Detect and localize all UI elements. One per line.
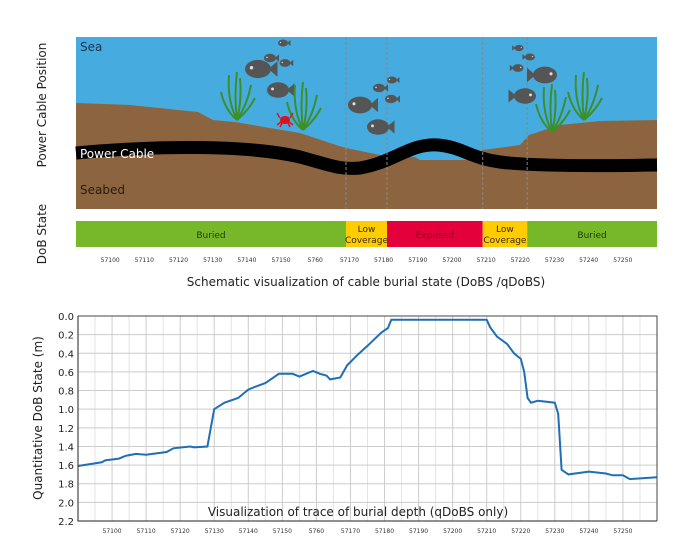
chart-y-label: Quantitative DoB State (m): [31, 336, 45, 500]
schematic-tick-label: 57210: [477, 257, 496, 264]
schematic-tick-label: 57220: [511, 257, 530, 264]
x-tick-label: 57190: [409, 528, 428, 535]
x-tick-label: 57250: [613, 528, 632, 535]
x-tick-label: 57100: [103, 528, 122, 535]
state-label: Low Coverage: [483, 225, 527, 246]
seaweed-icon: [567, 71, 603, 121]
state-segment: [482, 221, 528, 247]
power-cable: [75, 138, 658, 175]
fish-icon: [278, 39, 291, 47]
state-segment: [76, 221, 346, 247]
dob-state-bar: Buried Low Coverage Exposed Low Coverage Burie…: [76, 221, 657, 247]
fish-icon: [527, 66, 557, 84]
fish-icon: [512, 44, 524, 52]
y-tick-label: 1.6: [58, 461, 74, 472]
depth-trace-chart: 57100 57110 57120 57130 57140 57150 5760 57170 5…: [31, 312, 658, 535]
fish-icon: [385, 94, 400, 104]
depth-trace-line: [77, 318, 658, 481]
seaweed-icon: [220, 71, 256, 121]
schematic-tick-label: 57120: [169, 257, 188, 264]
y-tick-label: 1.4: [58, 442, 74, 453]
fish-icon: [367, 119, 395, 135]
x-tick-label: 57180: [375, 528, 394, 535]
chart-x-ticks: 57100 57110 57120 57130 57140 57150 5760 57170 5…: [103, 528, 633, 535]
y-tick-label: 2.2: [58, 517, 74, 528]
seabed-label: Seabed: [80, 183, 125, 197]
x-tick-label: 57120: [171, 528, 190, 535]
x-tick-label: 57140: [239, 528, 258, 535]
schematic-x-ticks: 57100 57110 57120 57130 57140 57150 5760 57170 5…: [101, 257, 633, 264]
fish-icon: [279, 59, 294, 67]
schematic-tick-label: 57180: [374, 257, 393, 264]
y-tick-label: 1.0: [58, 405, 74, 416]
seabed-area: [76, 103, 657, 209]
state-label: Exposed: [416, 231, 454, 241]
x-tick-label: 57150: [273, 528, 292, 535]
chart-axes: [77, 316, 657, 522]
schematic-tick-label: 57110: [135, 257, 154, 264]
x-tick-label: 57210: [477, 528, 496, 535]
schematic-tick-label: 57150: [272, 257, 291, 264]
y-tick-label: 0.2: [58, 331, 74, 342]
seaweed-icon: [286, 81, 322, 131]
fish-icon: [267, 82, 295, 98]
fish-icon: [348, 96, 378, 114]
y-tick-label: 0.6: [58, 368, 74, 379]
fish-icon: [509, 64, 524, 72]
chart-frame: [78, 315, 658, 521]
state-segment: [345, 221, 388, 247]
x-tick-label: 57110: [137, 528, 156, 535]
fish-icon: [264, 53, 279, 63]
x-tick-label: 57230: [545, 528, 564, 535]
y-tick-label: 0.4: [58, 349, 74, 360]
x-tick-label: 57130: [205, 528, 224, 535]
cable-label: Power Cable: [80, 147, 154, 161]
fish-icon: [522, 53, 535, 61]
schematic-tick-label: 57130: [203, 257, 222, 264]
schematic-tick-label: 57170: [340, 257, 359, 264]
y-label-dob-state: DoB State: [35, 204, 49, 264]
sea-label: Sea: [80, 40, 102, 54]
state-label: Low Coverage: [345, 225, 389, 246]
state-segment: [527, 221, 657, 247]
fish-group: [245, 39, 557, 135]
fish-icon: [245, 59, 278, 79]
chart-title: Visualization of trace of burial depth (…: [208, 505, 508, 519]
schematic-tick-label: 57100: [101, 257, 120, 264]
crab-icon: [276, 112, 294, 128]
y-tick-label: 1.8: [58, 480, 74, 491]
state-label: Buried: [577, 231, 606, 241]
x-tick-label: 5760: [309, 528, 324, 535]
schematic-tick-label: 57250: [613, 257, 632, 264]
x-tick-label: 57240: [579, 528, 598, 535]
fish-icon: [508, 88, 536, 104]
chart-grid: [78, 315, 657, 522]
schematic-tick-label: 57230: [545, 257, 564, 264]
x-tick-label: 57170: [341, 528, 360, 535]
schematic-tick-label: 57240: [579, 257, 598, 264]
y-tick-label: 1.2: [58, 424, 74, 435]
schematic-tick-label: 57190: [408, 257, 427, 264]
seaweed-group: [220, 71, 603, 133]
state-segment: [387, 221, 483, 247]
schematic-tick-label: 5760: [308, 257, 323, 264]
schematic-caption: Schematic visualization of cable burial …: [187, 275, 545, 289]
y-tick-label: 0.0: [58, 312, 74, 323]
x-tick-label: 57220: [511, 528, 530, 535]
y-tick-label: 2.0: [58, 498, 74, 509]
schematic-tick-label: 57140: [237, 257, 256, 264]
seaweed-icon: [535, 83, 571, 133]
x-tick-label: 57200: [443, 528, 462, 535]
state-label: Buried: [196, 231, 225, 241]
fish-icon: [387, 76, 400, 84]
schematic-tick-label: 57200: [442, 257, 461, 264]
y-label-position: Power Cable Position: [35, 43, 49, 168]
y-tick-label: 0.8: [58, 387, 74, 398]
schematic-panel: Sea Seabed Power Cable Buried Low Coverage…: [35, 37, 658, 289]
chart-y-ticks: 0.0 0.2 0.4 0.6 0.8 1.0 1.2 1.4 1.6 1.8 2.0 2.2: [58, 312, 74, 528]
fish-icon: [373, 83, 388, 93]
